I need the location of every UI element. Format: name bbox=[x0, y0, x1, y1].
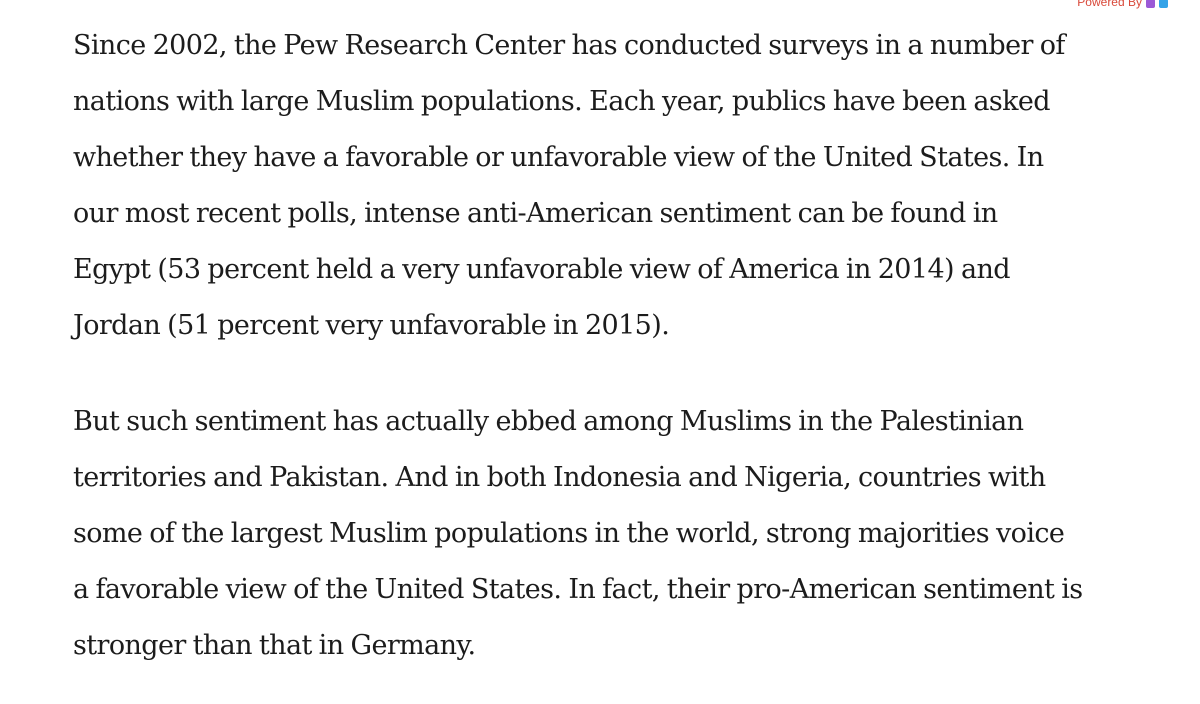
text-line: whether they have a favorable or unfavor… bbox=[73, 142, 1044, 173]
text-line: But such sentiment has actually ebbed am… bbox=[73, 406, 1024, 437]
powered-by-label: Powered By bbox=[1077, 0, 1142, 9]
text-line: Since 2002, the Pew Research Center has … bbox=[73, 30, 1065, 61]
text-line: Jordan (51 percent very unfavorable in 2… bbox=[73, 310, 670, 341]
brand-blue-icon bbox=[1159, 0, 1168, 8]
text-line: territories and Pakistan. And in both In… bbox=[73, 462, 1046, 493]
text-line: stronger than that in Germany. bbox=[73, 630, 476, 661]
text-line: our most recent polls, intense anti-Amer… bbox=[73, 198, 998, 229]
text-line: some of the largest Muslim populations i… bbox=[73, 518, 1065, 549]
text-line: nations with large Muslim populations. E… bbox=[73, 86, 1051, 117]
text-line: Egypt (53 percent held a very unfavorabl… bbox=[73, 254, 1011, 285]
article-body: Since 2002, the Pew Research Center has … bbox=[73, 18, 1163, 674]
powered-by-badge[interactable]: Powered By bbox=[1077, 0, 1168, 10]
text-line: a favorable view of the United States. I… bbox=[73, 574, 1083, 605]
paragraph-1: Since 2002, the Pew Research Center has … bbox=[73, 18, 1163, 354]
brand-purple-icon bbox=[1146, 0, 1155, 8]
paragraph-2: But such sentiment has actually ebbed am… bbox=[73, 394, 1163, 674]
